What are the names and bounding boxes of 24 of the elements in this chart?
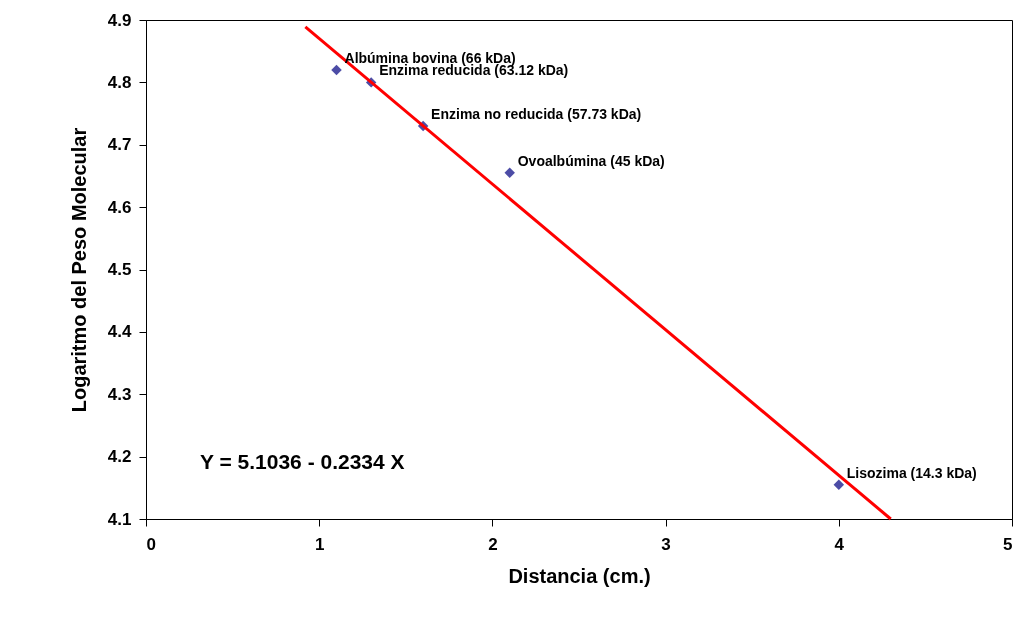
- y-tick-label: 4.8: [107, 72, 132, 92]
- y-tick-label: 4.7: [107, 135, 132, 155]
- x-tick-label: 3: [661, 534, 671, 554]
- x-tick-label: 4: [834, 534, 845, 554]
- point: [504, 167, 515, 179]
- x-tick-label: 2: [488, 534, 498, 554]
- y-tick-label: 4.1: [107, 509, 132, 529]
- x-axis-title: Distancia (cm.): [508, 564, 651, 587]
- point: [331, 64, 342, 76]
- annotation: Ovoalbúmina (45 kDa): [517, 152, 665, 169]
- y-tick-label: 4.3: [107, 384, 132, 404]
- annotation: Enzima no reducida (57.73 kDa): [431, 106, 642, 123]
- point: [833, 479, 845, 490]
- annotation: Y = 5.1036 - 0.2334 X: [200, 450, 405, 473]
- y-tick-label: 4.5: [107, 260, 132, 279]
- y-tick-label: 4.4: [107, 322, 133, 342]
- annotation: Lisozima (14.3 kDa): [846, 464, 977, 481]
- y-axis-title: Logaritmo del Peso Molecular: [67, 127, 90, 413]
- y-tick-label: 4.2: [107, 447, 132, 467]
- x-tick-label: 5: [1003, 534, 1013, 554]
- y-tick-label: 4.6: [107, 197, 132, 217]
- x-tick-label: 1: [314, 534, 325, 554]
- y-tick-label: 4.9: [107, 10, 132, 30]
- x-tick-label: 0: [146, 534, 156, 554]
